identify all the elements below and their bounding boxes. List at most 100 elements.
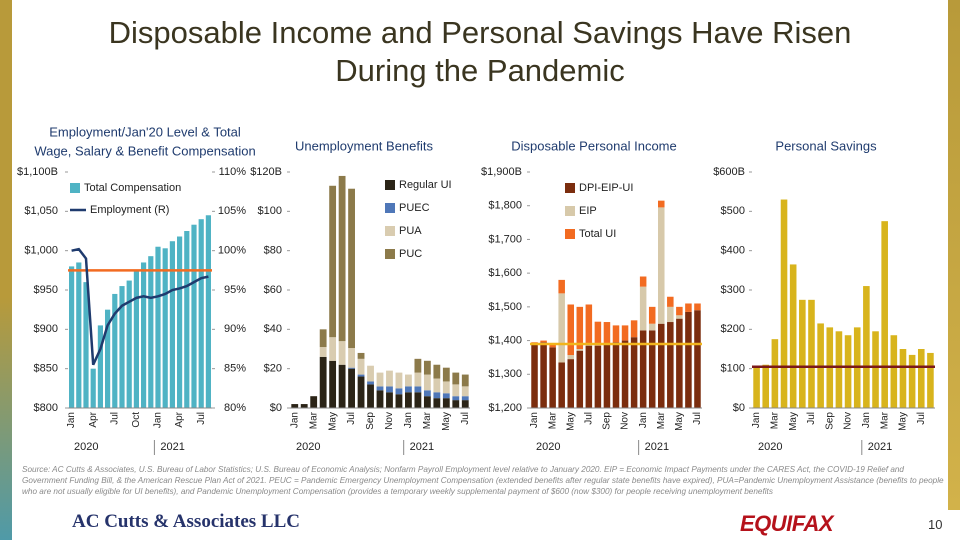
bar-segment <box>576 350 584 408</box>
bar <box>844 335 852 408</box>
year-label: 2021 <box>868 441 892 453</box>
x-tick-label: May <box>565 412 576 431</box>
x-tick-label: Sep <box>602 412 613 430</box>
bar-segment <box>549 343 556 348</box>
bar-segment <box>621 325 629 341</box>
bar-segment <box>442 381 450 394</box>
x-tick-label: Jan <box>403 412 414 428</box>
bar <box>917 349 925 408</box>
x-tick-label: Jul <box>460 412 471 425</box>
bar-segment <box>357 374 365 377</box>
year-label: 2021 <box>410 441 434 453</box>
bar-segment <box>338 341 346 365</box>
bar-segment <box>452 372 460 385</box>
bar-segment <box>612 342 620 408</box>
x-tick-label: Sep <box>365 412 376 430</box>
legend-label: Employment (R) <box>90 204 169 216</box>
bar <box>83 282 89 408</box>
y-tick-label: $200 <box>721 323 745 335</box>
bar-segment <box>576 349 584 351</box>
bar-segment <box>405 386 412 393</box>
y2-tick-label: 80% <box>224 402 246 414</box>
bar-segment <box>639 276 647 287</box>
y-tick-label: $1,900B <box>481 166 522 178</box>
bar <box>177 236 183 408</box>
chart-title: Unemployment Benefits <box>295 138 434 153</box>
y-tick-label: $100 <box>721 363 745 375</box>
y-tick-label: $1,800 <box>488 200 522 212</box>
bar-segment <box>648 330 656 408</box>
y-tick-label: $500 <box>721 205 745 217</box>
chart-title: Employment/Jan'20 Level & Total <box>49 124 241 139</box>
bar <box>191 224 197 408</box>
bar <box>808 299 815 408</box>
bar-segment <box>395 394 403 408</box>
x-tick-label: Mar <box>879 411 890 429</box>
bar-segment <box>585 304 593 345</box>
bar-segment <box>461 386 469 397</box>
bar-segment <box>685 303 692 312</box>
bar <box>97 325 103 408</box>
legend-label: PUEC <box>399 202 430 214</box>
y-tick-label: $1,050 <box>24 205 58 217</box>
bar-segment <box>648 306 656 324</box>
legend-symbol <box>565 206 575 216</box>
x-tick-label: Jul <box>583 412 594 425</box>
bar <box>762 364 770 408</box>
bar-segment <box>367 365 374 382</box>
y-tick-label: $0 <box>270 402 282 414</box>
bar <box>835 331 843 408</box>
x-tick-label: Jan <box>66 412 77 428</box>
bar-segment <box>395 388 403 395</box>
bar <box>162 248 168 408</box>
x-tick-label: Apr <box>88 411 99 427</box>
year-label: 2020 <box>536 441 560 453</box>
bar-segment <box>658 323 665 408</box>
line-series <box>71 247 209 366</box>
bar-segment <box>540 342 547 408</box>
x-tick-label: May <box>788 412 799 431</box>
bar-segment <box>423 390 431 397</box>
bar-segment <box>395 372 403 389</box>
x-tick-label: May <box>441 412 452 431</box>
y-tick-label: $60 <box>264 284 282 296</box>
y-tick-label: $0 <box>733 402 745 414</box>
y2-tick-label: 105% <box>218 205 246 217</box>
y-tick-label: $1,500 <box>488 301 522 313</box>
x-tick-label: May <box>674 412 685 431</box>
x-tick-label: Jan <box>638 412 649 428</box>
legend-symbol <box>565 229 575 239</box>
bar <box>184 231 190 408</box>
x-tick-label: Nov <box>843 412 854 430</box>
bar-segment <box>612 325 620 343</box>
legend-symbol <box>385 226 395 236</box>
bar <box>105 309 111 408</box>
year-label: 2020 <box>74 441 98 453</box>
bar-segment <box>319 347 327 357</box>
y2-tick-label: 100% <box>218 245 246 257</box>
title-line: During the Pandemic <box>335 53 625 88</box>
y2-tick-label: 90% <box>224 323 246 335</box>
x-tick-label: Mar <box>770 411 781 429</box>
bar-segment <box>452 400 460 408</box>
bar-segment <box>452 396 460 401</box>
bar-segment <box>442 393 450 399</box>
bar <box>126 280 132 408</box>
bar-segment <box>348 367 355 369</box>
y2-tick-label: 110% <box>219 166 247 178</box>
legend-label: PUC <box>399 248 422 260</box>
legend-symbol <box>385 249 395 259</box>
bar-segment <box>348 348 355 368</box>
bar <box>205 215 211 408</box>
bar-segment <box>594 321 602 346</box>
bar-segment <box>585 345 593 408</box>
bar-segment <box>414 386 422 393</box>
bar-segment <box>386 386 393 393</box>
bar-segment <box>667 322 674 408</box>
x-tick-label: May <box>898 412 909 431</box>
bar-segment <box>676 306 683 316</box>
year-label: 2020 <box>758 441 782 453</box>
chart-title: Wage, Salary & Benefit Compensation <box>34 143 255 158</box>
